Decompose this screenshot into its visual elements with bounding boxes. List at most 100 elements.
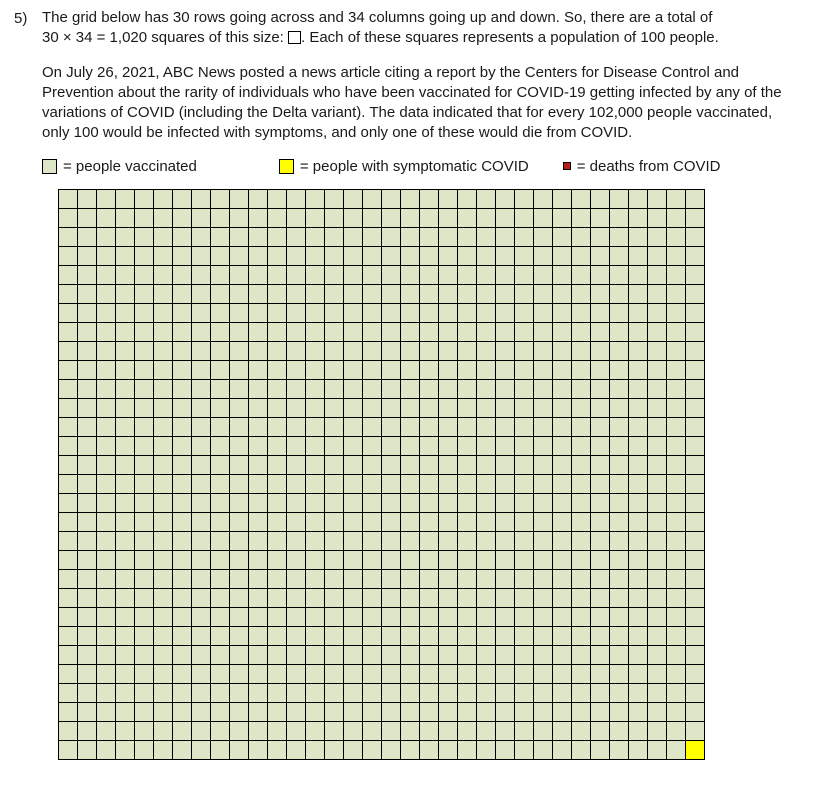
grid-cell: [59, 284, 78, 303]
grid-cell: [230, 341, 249, 360]
grid-cell: [515, 626, 534, 645]
grid-cell: [553, 493, 572, 512]
grid-cell: [534, 341, 553, 360]
grid-cell: [477, 436, 496, 455]
grid-cell: [572, 436, 591, 455]
grid-cell: [553, 265, 572, 284]
grid-cell: [458, 550, 477, 569]
grid-cell: [629, 493, 648, 512]
grid-cell: [306, 341, 325, 360]
grid-cell: [173, 702, 192, 721]
grid-cell: [686, 189, 705, 208]
grid-cell: [534, 702, 553, 721]
p1-line-b: 30 × 34 = 1,020 squares of this size:: [42, 29, 284, 46]
grid-cell: [306, 683, 325, 702]
grid-cell: [534, 474, 553, 493]
grid-cell: [686, 246, 705, 265]
grid-cell: [382, 683, 401, 702]
grid-cell: [629, 550, 648, 569]
grid-cell: [344, 493, 363, 512]
grid-cell: [439, 626, 458, 645]
grid-cell: [211, 740, 230, 759]
grid-cell: [420, 607, 439, 626]
grid-cell: [287, 341, 306, 360]
grid-cell: [306, 664, 325, 683]
grid-cell: [686, 569, 705, 588]
grid-cell: [344, 645, 363, 664]
grid-cell: [477, 322, 496, 341]
grid-cell: [420, 436, 439, 455]
grid-cell: [249, 436, 268, 455]
grid-cell: [515, 588, 534, 607]
grid-cell: [401, 398, 420, 417]
grid-cell: [325, 588, 344, 607]
grid-cell: [344, 341, 363, 360]
grid-cell: [97, 702, 116, 721]
grid-cell: [496, 227, 515, 246]
grid-cell: [211, 702, 230, 721]
grid-cell: [496, 512, 515, 531]
grid-cell: [192, 721, 211, 740]
grid-cell: [553, 531, 572, 550]
grid-cell: [667, 683, 686, 702]
grid-cell: [515, 189, 534, 208]
grid-cell: [477, 702, 496, 721]
grid-cell: [287, 645, 306, 664]
grid-cell: [116, 379, 135, 398]
grid-cell: [173, 645, 192, 664]
grid-cell: [382, 702, 401, 721]
grid-cell: [382, 626, 401, 645]
grid-cell: [154, 436, 173, 455]
grid-cell: [268, 740, 287, 759]
grid-cell: [610, 702, 629, 721]
grid-cell: [496, 398, 515, 417]
grid-cell: [610, 493, 629, 512]
grid-cell: [534, 284, 553, 303]
grid-cell: [439, 246, 458, 265]
grid-cell: [629, 721, 648, 740]
grid-cell: [135, 569, 154, 588]
grid-cell: [97, 531, 116, 550]
grid-cell: [572, 607, 591, 626]
grid-cell: [572, 721, 591, 740]
grid-cell: [382, 455, 401, 474]
grid-cell: [59, 740, 78, 759]
grid-cell: [154, 607, 173, 626]
grid-cell: [686, 227, 705, 246]
grid-cell: [610, 303, 629, 322]
grid-cell: [192, 379, 211, 398]
grid-cell: [230, 322, 249, 341]
grid-cell: [97, 493, 116, 512]
grid-cell: [135, 417, 154, 436]
grid-cell: [249, 702, 268, 721]
grid-cell: [477, 341, 496, 360]
grid-cell: [268, 512, 287, 531]
grid-cell: [629, 398, 648, 417]
grid-cell: [496, 284, 515, 303]
grid-cell: [686, 702, 705, 721]
grid-cell: [496, 189, 515, 208]
grid-cell: [667, 417, 686, 436]
grid-cell: [230, 398, 249, 417]
grid-cell: [382, 246, 401, 265]
grid-cell: [648, 740, 667, 759]
grid-cell: [135, 227, 154, 246]
grid-cell: [59, 645, 78, 664]
legend-vaccinated-label: = people vaccinated: [63, 158, 197, 175]
grid-cell: [287, 512, 306, 531]
grid-cell: [439, 303, 458, 322]
grid-cell: [78, 550, 97, 569]
grid-cell: [192, 607, 211, 626]
grid-cell: [116, 284, 135, 303]
grid-cell: [591, 341, 610, 360]
grid-cell: [116, 702, 135, 721]
grid-cell: [344, 265, 363, 284]
grid-cell: [477, 645, 496, 664]
grid-cell: [629, 303, 648, 322]
grid-cell: [59, 436, 78, 455]
grid-cell: [268, 474, 287, 493]
grid-cell: [420, 189, 439, 208]
grid-cell: [211, 512, 230, 531]
grid-cell: [173, 189, 192, 208]
grid-cell: [382, 512, 401, 531]
